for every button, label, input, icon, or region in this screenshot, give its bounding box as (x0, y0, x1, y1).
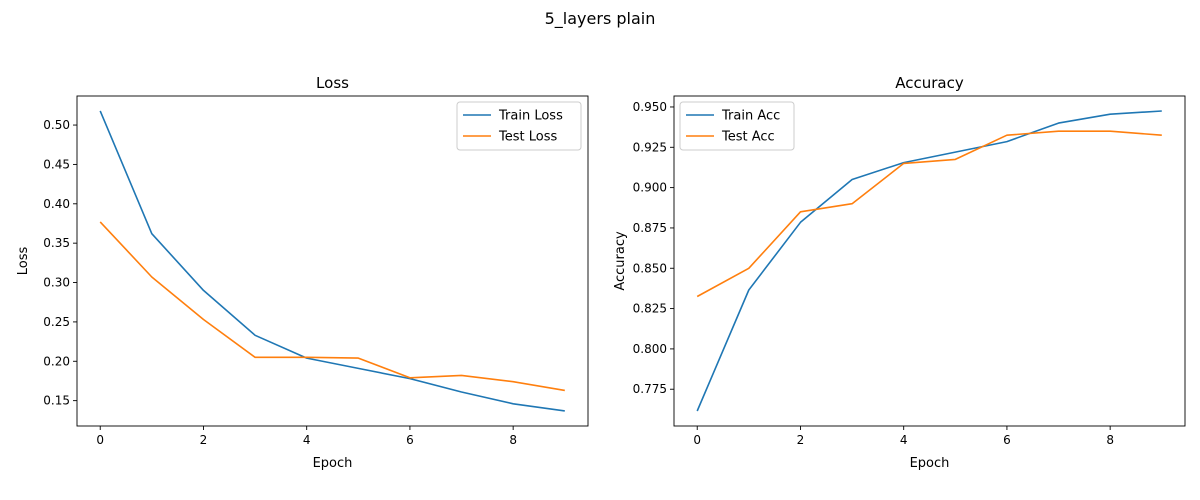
y-tick-label: 0.15 (43, 394, 70, 408)
x-tick-label: 8 (509, 433, 517, 447)
figure-suptitle: 5_layers plain (545, 9, 656, 29)
x-tick-label: 4 (900, 433, 908, 447)
chart-title: Accuracy (895, 74, 964, 92)
chart-title: Loss (316, 74, 349, 92)
y-tick-label: 0.20 (43, 354, 70, 368)
series-line-train-acc (696, 110, 1162, 412)
legend: Train Acc Test Acc (679, 101, 795, 151)
x-tick-label: 0 (693, 433, 701, 447)
x-tick-label: 6 (406, 433, 414, 447)
y-tick-label: 0.40 (43, 197, 70, 211)
y-axis-label: Accuracy (613, 231, 628, 291)
x-axis-label: Epoch (910, 456, 950, 471)
y-tick-label: 0.30 (43, 276, 70, 290)
plot-frame (673, 95, 1186, 427)
y-tick-label: 0.25 (43, 315, 70, 329)
x-tick-label: 8 (1106, 433, 1114, 447)
y-tick-label: 0.35 (43, 236, 70, 250)
y-tick-label: 0.50 (43, 118, 70, 132)
y-tick-label: 0.925 (633, 140, 667, 154)
x-tick-label: 0 (96, 433, 104, 447)
legend-box (679, 101, 795, 151)
x-tick-label: 2 (200, 433, 208, 447)
y-axis-label: Loss (16, 247, 31, 276)
y-tick-label: 0.800 (633, 342, 667, 356)
series-line-train-loss (99, 110, 565, 412)
y-tick-label: 0.775 (633, 382, 667, 396)
loss-panel: Loss 0 2 4 6 8 0.15 0.20 0.25 0.30 0.35 0.40 0.45 0.5… (16, 74, 589, 471)
plot-frame (76, 95, 589, 427)
legend: Train Loss Test Loss (456, 101, 582, 151)
y-tick-label: 0.900 (633, 181, 667, 195)
series-line-test-acc (696, 130, 1162, 298)
y-tick-label: 0.825 (633, 302, 667, 316)
x-tick-label: 2 (797, 433, 805, 447)
x-tick-label: 6 (1003, 433, 1011, 447)
x-tick-label: 4 (303, 433, 311, 447)
accuracy-panel: Accuracy 0 2 4 6 8 0.775 0.800 0.825 0.850 0.875 0.… (613, 74, 1186, 471)
legend-label: Train Loss (498, 109, 563, 124)
y-tick-label: 0.850 (633, 261, 667, 275)
series-line-test-loss (99, 221, 565, 392)
x-axis-label: Epoch (313, 456, 353, 471)
y-tick-label: 0.875 (633, 221, 667, 235)
y-tick-label: 0.950 (633, 100, 667, 114)
y-tick-label: 0.45 (43, 157, 70, 171)
legend-label: Train Acc (721, 109, 780, 124)
legend-box (456, 101, 582, 151)
legend-label: Test Loss (498, 130, 557, 145)
legend-label: Test Acc (721, 130, 775, 145)
